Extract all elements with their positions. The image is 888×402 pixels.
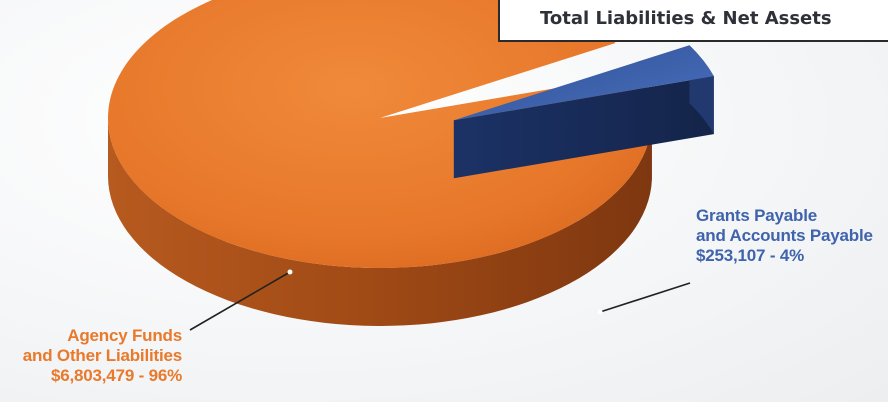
pie-slice-side-agency-funds — [108, 118, 652, 326]
leader-dot-grants-payable — [597, 309, 603, 315]
slice-label-line1: Agency Funds — [67, 326, 182, 345]
slice-label-line1: Grants Payable — [696, 206, 817, 225]
pie-slice-agency-funds — [108, 0, 652, 268]
leader-line-agency-funds — [189, 271, 291, 331]
leader-line-grants-payable — [599, 282, 691, 313]
chart-title-box: Total Liabilities & Net Assets — [498, 0, 888, 42]
slice-label-line2: and Accounts Payable — [696, 226, 873, 245]
leader-dot-agency-funds — [287, 269, 293, 275]
chart-title: Total Liabilities & Net Assets — [540, 8, 832, 29]
pie-slice-grants-payable — [453, 45, 714, 121]
slice-label-agency-funds: Agency Funds and Other Liabilities $6,80… — [23, 326, 182, 386]
slice-label-grants-payable: Grants Payable and Accounts Payable $253… — [696, 206, 873, 266]
slice-value-label: $253,107 - 4% — [696, 246, 804, 265]
slice-label-line2: and Other Liabilities — [22, 346, 182, 365]
slice-value-label: $6,803,479 - 96% — [50, 366, 182, 385]
pie-slice-side-grants-payable — [453, 76, 714, 179]
